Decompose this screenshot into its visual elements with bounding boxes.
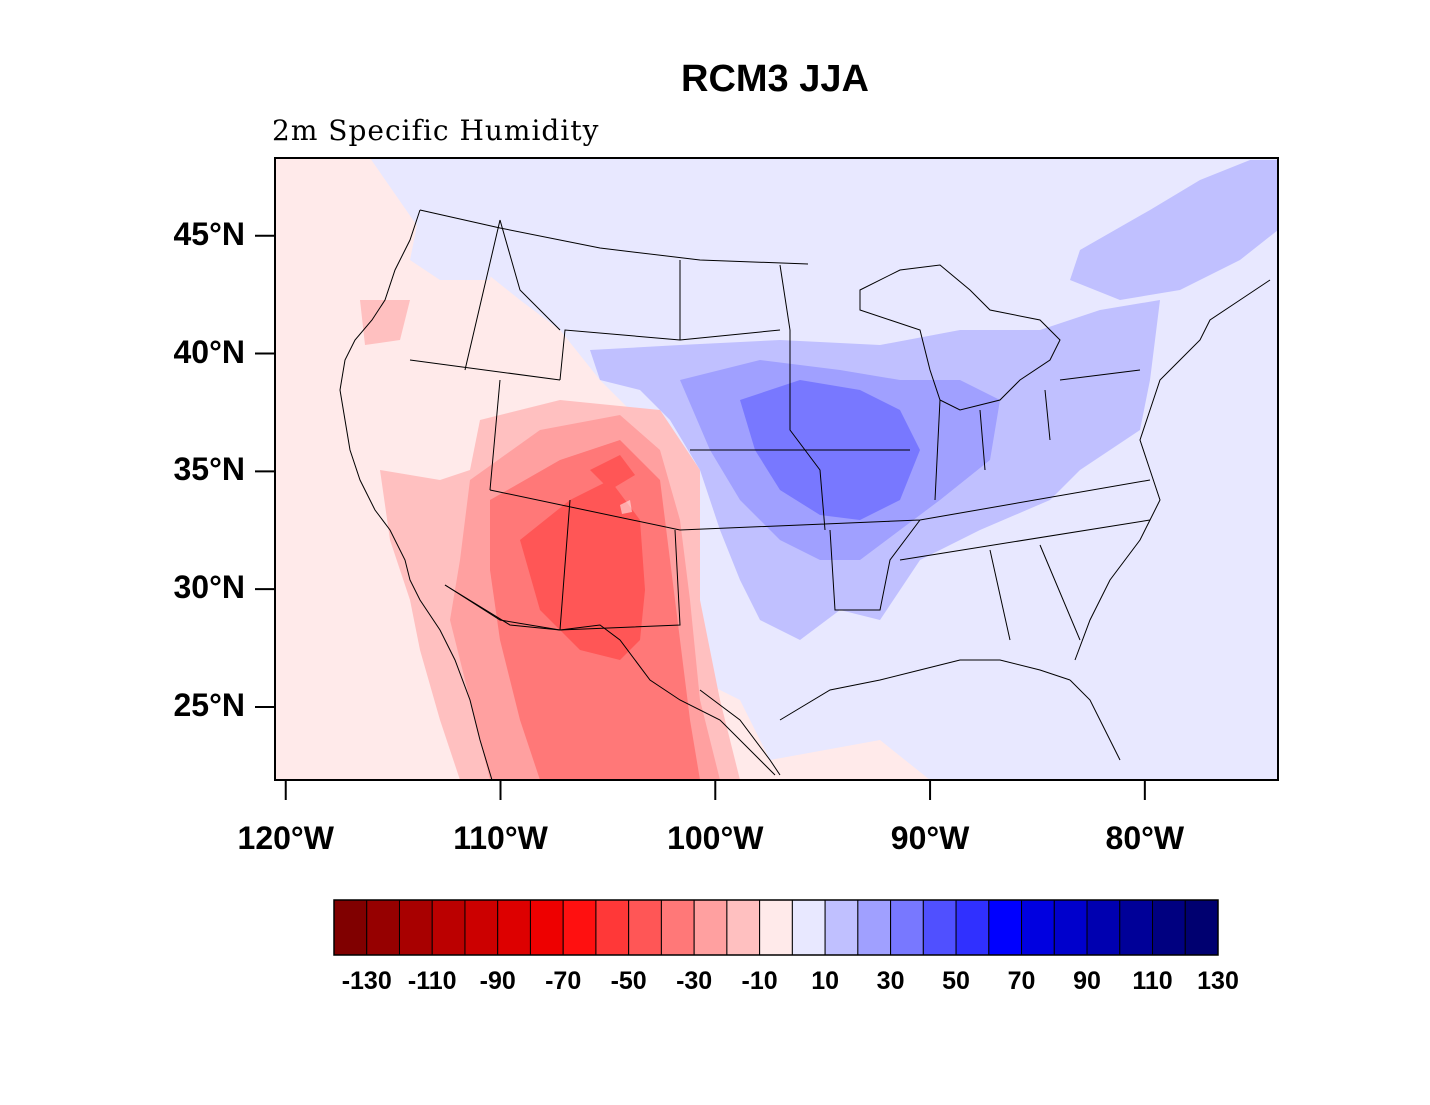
colorbar-swatch — [628, 899, 662, 956]
colorbar-swatch — [529, 899, 564, 956]
us-north-border — [419, 209, 809, 265]
colorbar-swatch — [660, 899, 695, 956]
contour-neg-10-west — [360, 300, 410, 345]
mexico-border — [444, 584, 776, 776]
figure-subtitle: 2m Specific Humidity — [272, 114, 600, 147]
colorbar-swatch — [1021, 899, 1055, 956]
east-coast — [1069, 279, 1271, 761]
colorbar — [333, 899, 1219, 956]
contour-zero-seam — [620, 500, 632, 514]
colorbar-swatch — [726, 899, 761, 956]
colorbar-swatch — [562, 899, 597, 956]
colorbar-tick-label: 90 — [1073, 967, 1101, 995]
plot-frame — [274, 157, 1279, 781]
lon-tick-label: 80°W — [1105, 820, 1185, 856]
contour-pos-10b — [410, 210, 500, 280]
colorbar-tick-label: -30 — [676, 967, 713, 995]
colorbar-tick-label: -50 — [610, 967, 647, 995]
colorbar-swatch — [1184, 899, 1219, 956]
contour-field — [275, 158, 1278, 780]
lat-tick-marks — [255, 234, 275, 708]
figure-title: RCM3 JJA — [681, 58, 869, 100]
colorbar-swatch — [922, 899, 957, 956]
colorbar-swatch — [333, 899, 368, 956]
colorbar-tick-label: 130 — [1197, 967, 1239, 995]
colorbar-swatch — [497, 899, 531, 956]
colorbar-swatch — [988, 899, 1023, 956]
colorbar-swatch — [759, 899, 793, 956]
colorbar-tick-label: 110 — [1132, 967, 1173, 995]
colorbar-swatch — [693, 899, 728, 956]
lat-tick-label: 40°N — [173, 333, 246, 370]
lat-tick-label: 25°N — [173, 686, 246, 723]
map-outlines — [339, 209, 1271, 780]
colorbar-swatch — [857, 899, 892, 956]
gulf-coast — [699, 659, 1071, 776]
colorbar-tick-label: -130 — [341, 967, 392, 995]
colorbar-swatch — [791, 899, 826, 956]
state-lines — [409, 219, 1151, 641]
colorbar-swatch — [1086, 899, 1121, 956]
colorbar-swatch — [1119, 899, 1154, 956]
colorbar-swatch — [398, 899, 433, 956]
lon-tick-label: 100°W — [667, 820, 764, 856]
contour-neg-40 — [520, 480, 645, 660]
colorbar-swatch — [955, 899, 990, 956]
colorbar-tick-label: -110 — [407, 967, 457, 995]
colorbar-swatch — [1152, 899, 1186, 956]
contour-neg-40b — [590, 455, 635, 490]
lon-tick-marks — [284, 780, 1146, 800]
colorbar-swatch — [890, 899, 924, 956]
lon-tick-label: 90°W — [890, 820, 970, 856]
contour-pos-20-ne — [1070, 160, 1278, 300]
colorbar-frame — [333, 899, 1219, 956]
lon-tick-label: 110°W — [453, 820, 548, 856]
lat-tick-label: 35°N — [173, 451, 246, 488]
colorbar-swatch — [431, 899, 466, 956]
colorbar-tick-label: 50 — [942, 967, 970, 995]
us-west-coast — [339, 209, 493, 780]
lon-tick-label: 120°W — [237, 820, 334, 856]
colorbar-swatch — [1053, 899, 1088, 956]
colorbar-swatch — [464, 899, 499, 956]
colorbar-tick-label: -10 — [741, 967, 778, 995]
colorbar-tick-label: -90 — [479, 967, 516, 995]
colorbar-swatch — [595, 899, 630, 956]
great-lakes-outline — [859, 264, 1061, 411]
colorbar-swatch — [824, 899, 859, 956]
colorbar-tick-label: 10 — [811, 967, 840, 995]
colorbar-tick-label: 70 — [1007, 967, 1036, 995]
lat-tick-label: 45°N — [173, 215, 246, 252]
colorbar-tick-label: 30 — [876, 967, 905, 995]
colorbar-swatch — [366, 899, 400, 956]
lat-tick-label: 30°N — [173, 569, 246, 606]
colorbar-tick-label: -70 — [545, 967, 582, 995]
